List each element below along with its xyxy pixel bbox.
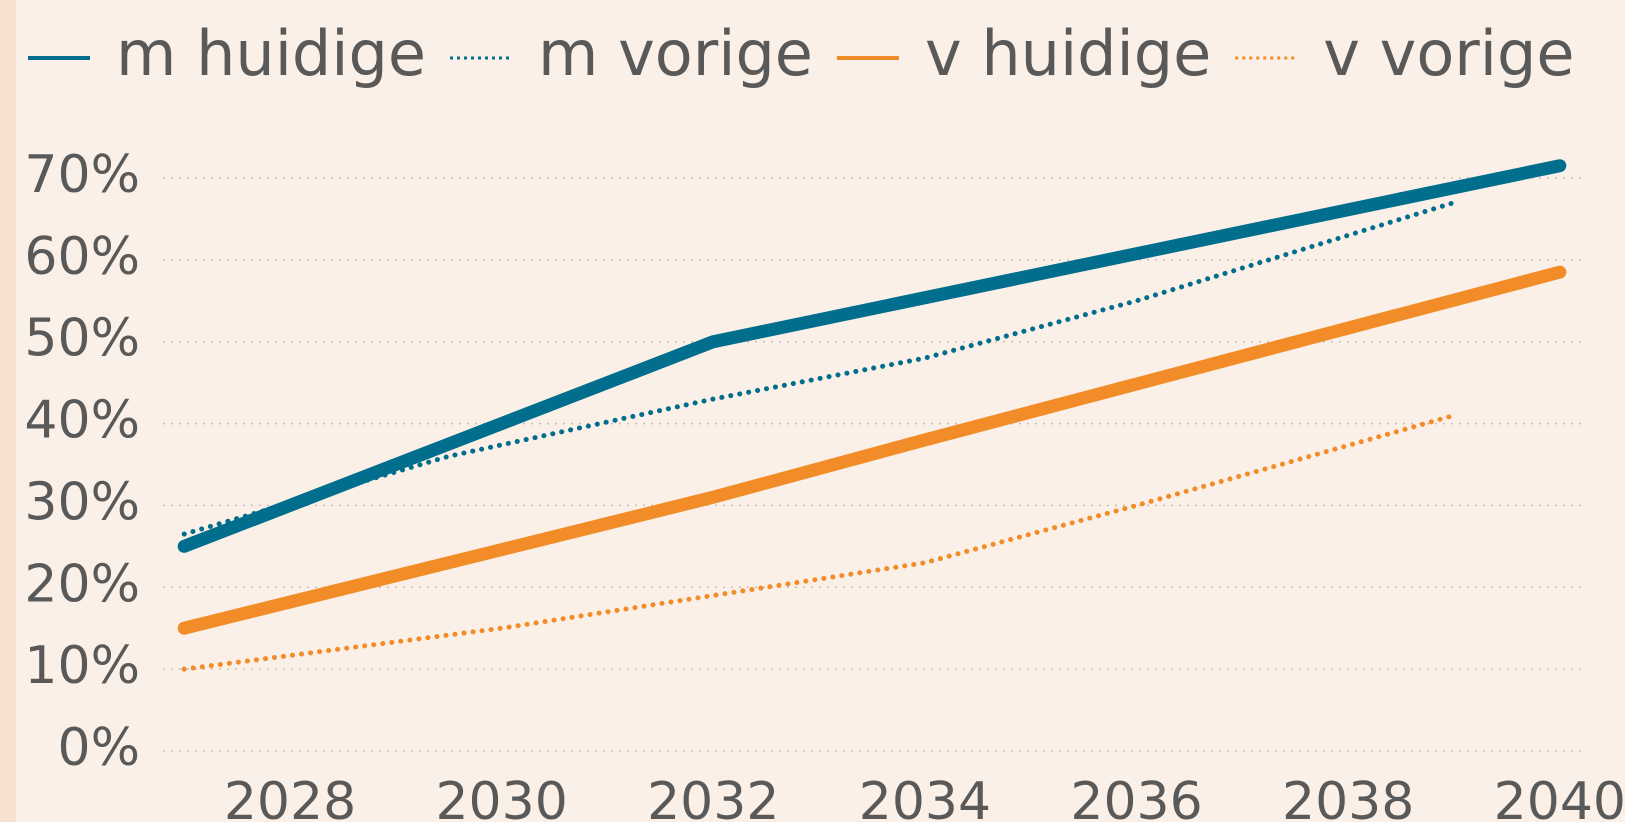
line-series (177, 265, 1567, 635)
y-tick-label: 50% (24, 309, 140, 369)
x-tick-label: 2032 (647, 772, 779, 822)
x-tick-label: 2030 (435, 772, 567, 822)
x-tick-label: 2034 (859, 772, 991, 822)
legend-label: v vorige (1323, 17, 1574, 90)
y-tick-label: 30% (24, 472, 140, 532)
y-tick-label: 20% (24, 554, 140, 614)
y-tick-label: 10% (24, 636, 140, 696)
y-tick-label: 60% (24, 227, 140, 287)
y-tick-label: 70% (24, 145, 140, 205)
line-series (181, 412, 1457, 672)
line-series (177, 159, 1567, 553)
line-series (181, 200, 1457, 537)
y-tick-label: 40% (24, 391, 140, 451)
legend-label: v huidige (925, 17, 1211, 90)
x-tick-label: 2028 (224, 772, 356, 822)
legend-label: m vorige (538, 17, 813, 90)
x-tick-label: 2038 (1282, 772, 1414, 822)
x-tick-label: 2040 (1494, 772, 1625, 822)
y-tick-label: 0% (58, 718, 141, 778)
left-strip (0, 0, 16, 822)
legend-label: m huidige (116, 17, 426, 90)
x-tick-label: 2036 (1070, 772, 1202, 822)
